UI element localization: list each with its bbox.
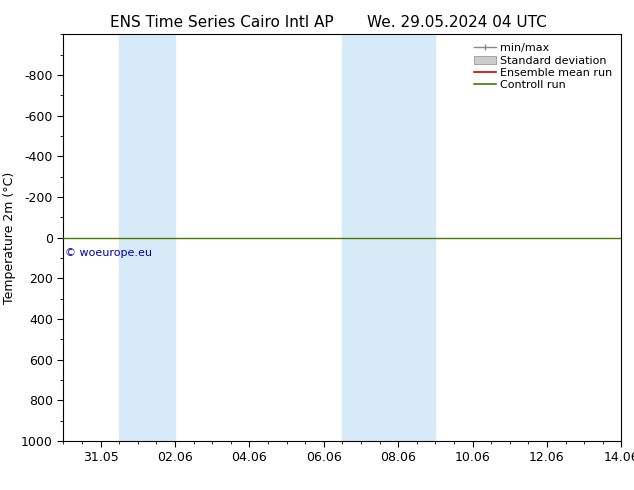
- Bar: [342, 34, 436, 441]
- Text: ENS Time Series Cairo Intl AP: ENS Time Series Cairo Intl AP: [110, 15, 333, 30]
- Text: We. 29.05.2024 04 UTC: We. 29.05.2024 04 UTC: [366, 15, 547, 30]
- Bar: [119, 34, 175, 441]
- Y-axis label: Temperature 2m (°C): Temperature 2m (°C): [3, 172, 16, 304]
- Text: © woeurope.eu: © woeurope.eu: [65, 248, 152, 258]
- Legend: min/max, Standard deviation, Ensemble mean run, Controll run: min/max, Standard deviation, Ensemble me…: [470, 40, 616, 94]
